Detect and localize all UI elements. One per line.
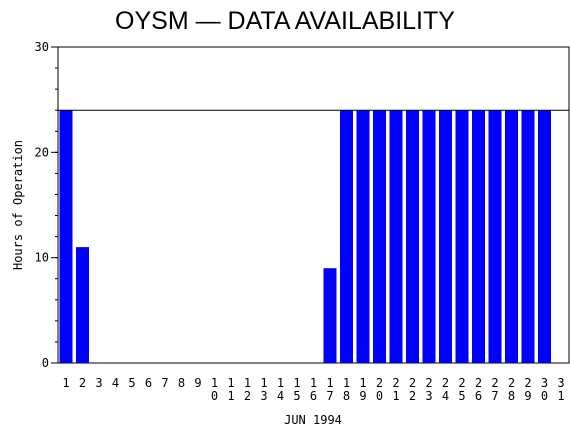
chart-title: OYSM — DATA AVAILABILITY [115,7,455,35]
bar [505,110,518,363]
x-axis-ticks: 1 2 3 4 5 6 7 8 9 1 01 11 21 31 41 51 61 71 81 92 02 12 22 32 42… [62,376,564,403]
plot-frame [57,46,570,364]
bar [521,110,535,363]
y-tick-label: 10 [35,251,49,265]
bar [422,110,436,363]
x-tick-label: 1 [62,376,69,390]
bar [323,268,337,363]
bar [488,110,502,363]
bar [59,110,73,363]
bar [340,110,353,363]
y-tick-label: 20 [35,145,49,159]
y-tick-label: 0 [42,356,49,370]
x-tick-label: 8 [178,376,185,390]
bar [356,110,370,363]
bar [439,110,452,363]
x-axis-label: JUN 1994 [284,413,342,427]
bar [389,110,403,363]
bar [373,110,386,363]
y-axis-ticks: 0 10 20 30 [35,40,58,370]
bar [455,110,469,363]
bar [472,110,485,363]
x-tick-label: 2 [79,376,86,390]
bar [538,110,551,363]
bars [59,110,551,363]
x-tick-label: 9 [194,376,201,390]
x-tick-label: 7 [161,376,168,390]
y-axis-label: Hours of Operation [11,140,25,270]
y-tick-label: 30 [35,40,49,54]
x-tick-label: 5 [128,376,135,390]
bar [76,247,89,363]
x-tick-label: 4 [112,376,119,390]
x-tick-label: 3 [95,376,102,390]
x-tick-label: 6 [145,376,152,390]
bar [406,110,419,363]
